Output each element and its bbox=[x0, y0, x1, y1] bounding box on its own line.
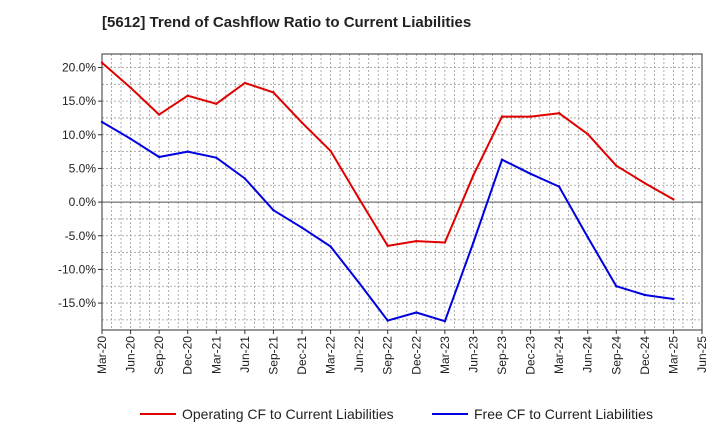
data-point bbox=[329, 245, 332, 248]
data-point bbox=[529, 172, 532, 176]
data-point bbox=[415, 311, 418, 314]
x-tick-label: Jun-21 bbox=[238, 336, 252, 373]
y-tick-label: 0.0% bbox=[69, 195, 97, 209]
data-point bbox=[243, 177, 247, 180]
x-tick-label: Mar-21 bbox=[209, 336, 223, 374]
x-tick-label: Mar-24 bbox=[552, 336, 566, 374]
data-point bbox=[215, 156, 218, 159]
data-point bbox=[443, 320, 447, 323]
x-tick-label: Jun-25 bbox=[695, 336, 709, 373]
data-point bbox=[357, 281, 361, 285]
x-tick-label: Jun-22 bbox=[352, 336, 366, 373]
data-point bbox=[443, 241, 447, 244]
plot-frame bbox=[101, 53, 703, 331]
data-point bbox=[672, 297, 675, 301]
data-point bbox=[386, 244, 389, 248]
y-tick-label: -10.0% bbox=[58, 262, 96, 276]
data-point bbox=[243, 81, 247, 85]
x-tick-label: Sep-22 bbox=[381, 336, 395, 375]
data-point bbox=[472, 241, 475, 244]
x-tick-label: Sep-24 bbox=[609, 336, 623, 375]
x-tick-label: Dec-23 bbox=[524, 336, 538, 375]
x-tick-label: Sep-21 bbox=[266, 336, 280, 375]
data-point bbox=[643, 293, 647, 297]
x-tick-label: Jun-20 bbox=[124, 336, 138, 373]
plot-area bbox=[102, 54, 702, 330]
y-tick-label: 15.0% bbox=[62, 94, 96, 108]
y-tick-label: 10.0% bbox=[62, 128, 96, 142]
chart-title: [5612] Trend of Cashflow Ratio to Curren… bbox=[102, 14, 472, 31]
data-point bbox=[415, 239, 418, 243]
data-point bbox=[472, 173, 475, 177]
data-point bbox=[615, 285, 618, 288]
x-tick-label: Dec-20 bbox=[181, 336, 195, 375]
legend-label: Free CF to Current Liabilities bbox=[474, 406, 653, 422]
data-point bbox=[215, 102, 218, 106]
data-point bbox=[672, 198, 675, 201]
x-tick-label: Mar-22 bbox=[324, 336, 338, 374]
data-point bbox=[300, 121, 304, 124]
y-tick-label: 5.0% bbox=[69, 161, 97, 175]
data-point bbox=[329, 149, 332, 153]
data-point bbox=[186, 94, 189, 97]
x-tick-label: Jun-23 bbox=[466, 336, 480, 373]
data-point bbox=[529, 115, 532, 118]
legend-label: Operating CF to Current Liabilities bbox=[182, 406, 394, 422]
x-tick-label: Sep-23 bbox=[495, 336, 509, 375]
data-point bbox=[615, 164, 618, 167]
data-point bbox=[272, 208, 275, 212]
data-point bbox=[557, 112, 561, 115]
data-point bbox=[500, 115, 504, 118]
data-point bbox=[100, 61, 104, 64]
data-point bbox=[157, 113, 161, 116]
x-tick-label: Jun-24 bbox=[581, 336, 595, 373]
data-point bbox=[100, 120, 104, 124]
x-tick-label: Dec-21 bbox=[295, 336, 309, 375]
data-point bbox=[129, 86, 132, 89]
x-tick-label: Dec-22 bbox=[409, 336, 423, 375]
x-tick-label: Mar-23 bbox=[438, 336, 452, 374]
data-point bbox=[586, 235, 589, 239]
data-point bbox=[500, 158, 504, 161]
x-tick-label: Mar-20 bbox=[95, 336, 109, 374]
data-point bbox=[586, 132, 589, 136]
y-tick-label: 20.0% bbox=[62, 60, 96, 74]
data-point bbox=[557, 185, 561, 188]
data-point bbox=[272, 91, 275, 94]
x-tick-label: Dec-24 bbox=[638, 336, 652, 375]
x-tick-label: Mar-25 bbox=[666, 336, 680, 374]
y-tick-label: -15.0% bbox=[58, 296, 96, 310]
data-point bbox=[357, 197, 361, 200]
x-tick-label: Sep-20 bbox=[152, 336, 166, 375]
data-point bbox=[643, 182, 647, 185]
data-point bbox=[129, 137, 132, 141]
data-point bbox=[157, 155, 161, 159]
data-point bbox=[186, 150, 189, 153]
y-tick-label: -5.0% bbox=[65, 229, 97, 243]
data-point bbox=[386, 319, 389, 322]
data-point bbox=[300, 226, 304, 229]
